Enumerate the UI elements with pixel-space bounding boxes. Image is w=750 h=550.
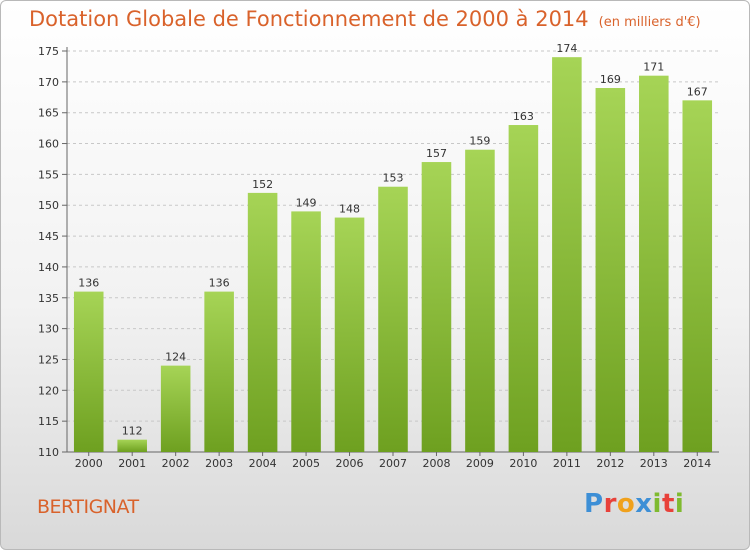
bar — [682, 100, 713, 452]
x-tick-label: 2003 — [205, 457, 233, 470]
y-tick-label: 170 — [38, 76, 59, 89]
bar — [117, 439, 147, 452]
bar — [639, 75, 669, 452]
bar — [291, 211, 321, 452]
y-tick-label: 150 — [38, 199, 59, 212]
x-tick-label: 2008 — [422, 457, 450, 470]
data-label: 152 — [252, 178, 273, 191]
x-tick-label: 2002 — [162, 457, 190, 470]
bar — [247, 192, 278, 452]
chart-title-text: Dotation Globale de Fonctionnement de 20… — [29, 7, 589, 31]
labels: 110 115 120 125 130 135 140 145 150 155 160 165 170 1… — [38, 42, 711, 470]
data-label: 174 — [556, 42, 577, 55]
data-label: 169 — [600, 73, 621, 86]
bar — [334, 217, 365, 452]
data-label: 159 — [469, 135, 490, 148]
data-label: 167 — [687, 85, 708, 98]
y-tick-label: 140 — [38, 261, 59, 274]
x-tick-label: 2009 — [466, 457, 494, 470]
x-tick-label: 2006 — [336, 457, 364, 470]
bar — [508, 125, 539, 453]
x-tick-label: 2011 — [553, 457, 581, 470]
x-tick-label: 2000 — [75, 457, 103, 470]
x-tick-label: 2004 — [249, 457, 277, 470]
logo-letter: o — [616, 489, 636, 519]
x-tick-label: 2013 — [640, 457, 668, 470]
x-tick-label: 2005 — [292, 457, 320, 470]
data-label: 136 — [209, 277, 230, 290]
y-tick-label: 165 — [38, 107, 59, 120]
logo-letter: t — [661, 489, 675, 519]
chart-unit: (en milliers d'€) — [598, 15, 701, 30]
y-tick-label: 110 — [38, 446, 59, 459]
data-label: 148 — [339, 203, 360, 216]
chart-title: Dotation Globale de Fonctionnement de 20… — [29, 7, 701, 31]
bar — [465, 149, 495, 452]
y-tick-label: 130 — [38, 323, 59, 336]
data-label: 136 — [78, 277, 99, 290]
y-tick-label: 160 — [38, 138, 59, 151]
data-label: 153 — [383, 172, 404, 185]
data-label: 149 — [296, 196, 317, 209]
bar — [73, 291, 104, 452]
y-tick-label: 155 — [38, 168, 59, 181]
y-tick-label: 175 — [38, 45, 59, 58]
x-tick-label: 2001 — [118, 457, 146, 470]
data-label: 112 — [122, 425, 143, 438]
x-tick-label: 2012 — [596, 457, 624, 470]
y-tick-label: 125 — [38, 353, 59, 366]
bar — [421, 162, 452, 453]
bar — [595, 88, 626, 452]
y-tick-label: 145 — [38, 230, 59, 243]
data-label: 157 — [426, 147, 447, 160]
bar — [204, 291, 234, 452]
town-name: BERTIGNAT — [37, 496, 139, 518]
data-label: 171 — [643, 61, 664, 74]
logo-letter: P — [584, 489, 604, 519]
y-tick-label: 115 — [38, 415, 59, 428]
bar — [378, 186, 408, 452]
logo-letter: i — [652, 489, 662, 519]
x-tick-label: 2014 — [683, 457, 711, 470]
bars — [73, 57, 713, 453]
logo-letter: i — [674, 489, 685, 519]
logo-letter: r — [603, 489, 617, 519]
bar — [160, 365, 191, 452]
y-tick-label: 135 — [38, 292, 59, 305]
bar — [552, 57, 582, 453]
logo-letter: x — [635, 489, 653, 519]
data-label: 163 — [513, 110, 534, 123]
y-tick-label: 120 — [38, 384, 59, 397]
x-tick-label: 2007 — [379, 457, 407, 470]
data-label: 124 — [165, 351, 186, 364]
x-tick-label: 2010 — [509, 457, 537, 470]
proxiti-logo: Proxiti — [584, 489, 684, 519]
